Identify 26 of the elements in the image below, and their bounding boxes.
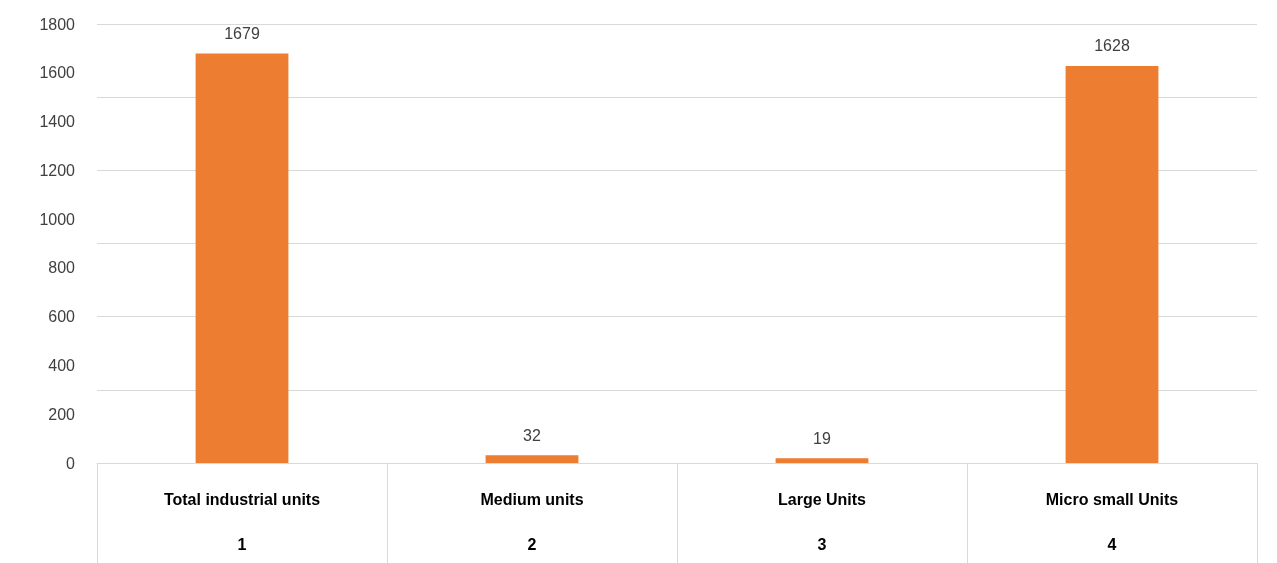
y-tick-label: 800: [48, 259, 76, 277]
text: 4: [1107, 535, 1117, 553]
y-tick-label: 1000: [39, 210, 76, 228]
bar: [195, 53, 289, 463]
y-tick-label: 200: [48, 405, 76, 423]
text: 2: [527, 535, 537, 553]
bar: [1065, 65, 1159, 463]
x-tick-label: Large Units: [777, 490, 867, 508]
x-tick-label: Total industrial units: [163, 490, 321, 508]
y-tick-label: 1400: [39, 113, 76, 131]
text: 1: [237, 535, 247, 553]
y-tick-label: 1800: [39, 15, 76, 33]
bar: [775, 458, 869, 463]
bar: [485, 455, 579, 463]
x-tick-label: Micro small Units: [1045, 490, 1179, 508]
y-tick-label: 400: [48, 356, 76, 374]
y-tick-label: 1200: [39, 161, 76, 179]
data-label: 1628: [1094, 37, 1130, 55]
data-label: 19: [813, 429, 831, 447]
data-label: 32: [523, 426, 541, 444]
y-tick-label: 600: [48, 308, 76, 326]
data-label: 1679: [224, 25, 260, 43]
y-tick-label: 1600: [39, 64, 76, 82]
x-tick-label: Medium units: [480, 490, 584, 508]
text: 3: [817, 535, 827, 553]
y-tick-label: 0: [66, 454, 76, 472]
